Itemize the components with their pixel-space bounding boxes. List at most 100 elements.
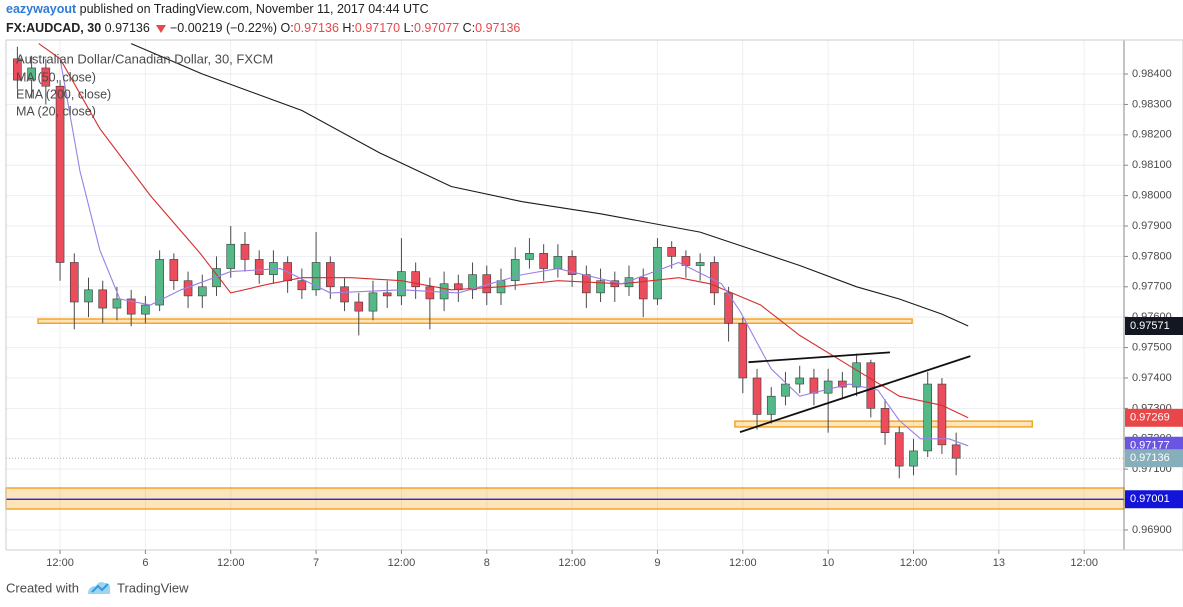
- last-price: 0.97136: [105, 21, 150, 35]
- author[interactable]: eazywayout: [6, 2, 77, 16]
- candle-body: [937, 383, 947, 446]
- published: published on TradingView.com, November 1…: [80, 2, 429, 16]
- trend-line: [748, 351, 891, 364]
- h-label: H:: [342, 21, 355, 35]
- x-tick-label: 7: [313, 557, 319, 569]
- y-tick-label: 0.97500: [1132, 341, 1172, 353]
- price-label-box: [1125, 449, 1183, 468]
- y-tick-label: 0.98000: [1132, 190, 1172, 202]
- candle-body: [69, 262, 79, 303]
- footer-created: Created with: [6, 580, 79, 595]
- candle-body: [510, 259, 520, 282]
- candle-body: [340, 286, 349, 303]
- candle-body: [368, 292, 378, 312]
- y-tick-label: 0.98200: [1132, 129, 1172, 141]
- candle-body: [397, 271, 406, 297]
- c-value: 0.97136: [475, 21, 520, 35]
- candle-body: [240, 243, 250, 260]
- price-label: 0.97571: [1130, 320, 1170, 332]
- down-arrow: [156, 25, 166, 33]
- candle-body: [766, 395, 776, 415]
- logo: [88, 582, 111, 594]
- chart-title: Australian Dollar/Canadian Dollar, 30, F…: [16, 51, 273, 66]
- legend-entry: MA (50, close): [16, 70, 96, 84]
- plot-area: [5, 40, 1125, 550]
- candle-body: [567, 256, 577, 275]
- y-tick-label: 0.98300: [1132, 98, 1172, 110]
- candle-body: [582, 274, 591, 294]
- candle-body: [197, 286, 207, 297]
- ma-line: [130, 43, 969, 327]
- x-tick-label: 10: [822, 557, 834, 569]
- candle-body: [894, 432, 904, 467]
- candle-body: [539, 253, 548, 269]
- candle-body: [169, 259, 179, 282]
- symbol: FX:AUDCAD, 30: [6, 21, 101, 35]
- header-line: eazywayout published on TradingView.com,…: [6, 2, 429, 16]
- candle-body: [27, 67, 36, 81]
- axis-labels: 0.969000.970000.971000.972000.973000.974…: [16, 68, 1183, 569]
- o-label: O:: [281, 21, 294, 35]
- y-tick-label: 0.97700: [1132, 281, 1172, 293]
- y-tick-label: 0.98100: [1132, 159, 1172, 171]
- x-tick-label: 13: [993, 557, 1005, 569]
- candle-body: [838, 380, 847, 388]
- candle-body: [525, 253, 534, 260]
- candle-body: [226, 243, 236, 269]
- y-tick-label: 0.97800: [1132, 250, 1172, 262]
- x-tick-label: 12:00: [1070, 557, 1098, 569]
- ma-line: [59, 58, 969, 447]
- candle-body: [923, 383, 933, 452]
- candle-body: [141, 304, 150, 315]
- legend-entry: EMA (200, close): [16, 87, 111, 101]
- y-tick-label: 0.97400: [1132, 372, 1172, 384]
- candle-body: [653, 246, 662, 300]
- candle-body: [880, 408, 890, 433]
- x-tick-label: 12:00: [46, 557, 74, 569]
- x-tick-label: 9: [654, 557, 660, 569]
- candle-body: [596, 280, 605, 294]
- symbol-line: FX:AUDCAD, 30 0.97136: [6, 21, 150, 35]
- candle-body: [781, 383, 790, 397]
- x-tick-label: 6: [142, 557, 148, 569]
- x-tick-label: 12:00: [217, 557, 245, 569]
- change: −0.00219 (−0.22%): [170, 21, 277, 35]
- candle-body: [112, 298, 122, 309]
- y-tick-label: 0.96900: [1132, 524, 1172, 536]
- price-label: 0.97136: [1130, 452, 1170, 464]
- candle-body: [738, 322, 748, 379]
- trend-line: [739, 355, 971, 433]
- legend-entry: MA (20, close): [16, 104, 96, 118]
- candle-body: [84, 289, 93, 303]
- candle-body: [695, 262, 705, 266]
- x-tick-label: 12:00: [388, 557, 416, 569]
- x-tick-label: 8: [484, 557, 490, 569]
- y-tick-label: 0.97900: [1132, 220, 1172, 232]
- candle-body: [311, 262, 321, 291]
- c-label: C:: [463, 21, 476, 35]
- candle-body: [667, 246, 676, 257]
- zone: [5, 487, 1125, 510]
- candle-body: [724, 292, 733, 324]
- candle-body: [326, 262, 335, 288]
- candle-body: [155, 259, 164, 306]
- candle-body: [41, 67, 51, 87]
- candle-body: [13, 58, 22, 81]
- x-tick-label: 12:00: [900, 557, 928, 569]
- price-label-box: [1125, 317, 1183, 336]
- candle-body: [439, 283, 449, 300]
- candle-body: [468, 274, 477, 291]
- candle-body: [638, 277, 648, 300]
- candle-body: [852, 362, 861, 388]
- candle-body: [98, 289, 108, 309]
- candle-body: [909, 450, 918, 467]
- y-tick-label: 0.98400: [1132, 68, 1172, 80]
- candle-body: [553, 256, 563, 269]
- candle-body: [425, 286, 435, 300]
- candle-body: [710, 262, 719, 294]
- candle-body: [354, 301, 364, 312]
- footer-brand[interactable]: TradingView: [117, 580, 189, 595]
- h-value: 0.97170: [355, 21, 400, 35]
